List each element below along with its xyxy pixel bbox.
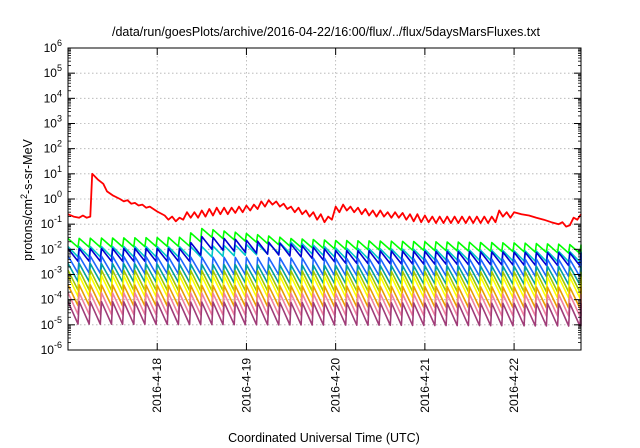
series-line-2 (67, 227, 582, 255)
y-axis: 10-6 10-5 10-4 10-3 10-2 10-1 100 101 102 103 104 1… (41, 38, 581, 357)
series-line-1 (67, 172, 582, 228)
chart-title: /data/run/goesPlots/archive/2016-04-22/1… (112, 25, 541, 39)
x-axis: 2016-4-18 2016-4-19 2016-4-20 2016-4-21 2016… (150, 48, 521, 413)
x-tick-label: 2016-4-22 (507, 358, 521, 413)
y-tick-label: 10-2 (41, 239, 62, 256)
y-tick-label: 101 (44, 164, 62, 181)
y-tick-label: 10-6 (41, 340, 62, 357)
y-tick-label: 10-5 (41, 315, 62, 332)
y-tick-label: 100 (44, 189, 62, 206)
series-lines (67, 172, 582, 327)
y-tick-label: 103 (44, 114, 62, 131)
y-tick-label: 10-4 (41, 290, 62, 307)
y-tick-label: 105 (44, 63, 62, 80)
x-tick-label: 2016-4-20 (329, 358, 343, 413)
x-tick-label: 2016-4-19 (239, 358, 253, 413)
y-axis-label: protons/cm2-s-sr-MeV (19, 138, 35, 260)
series-line-11 (67, 300, 582, 327)
y-tick-label: 10-3 (41, 265, 62, 282)
series-line-4 (67, 235, 582, 267)
y-tick-label: 104 (44, 88, 62, 105)
y-tick-label: 10-1 (41, 214, 62, 231)
x-tick-label: 2016-4-18 (150, 358, 164, 413)
x-tick-label: 2016-4-21 (418, 358, 432, 413)
x-axis-label: Coordinated Universal Time (UTC) (228, 431, 420, 445)
y-tick-label: 106 (44, 38, 62, 55)
y-tick-label: 102 (44, 139, 62, 156)
